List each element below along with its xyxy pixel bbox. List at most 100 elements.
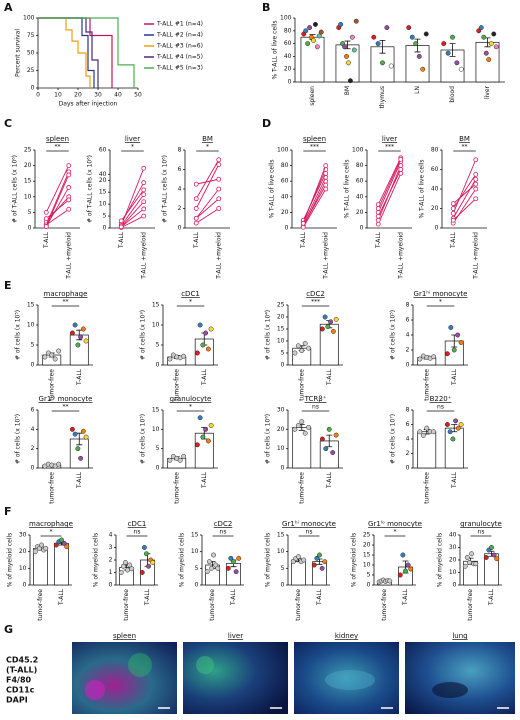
y-tick-label: 15 [277, 326, 285, 333]
data-point [317, 552, 322, 558]
pair-line [452, 188, 477, 224]
micrograph-images [72, 642, 515, 714]
data-point [193, 215, 199, 221]
data-point [205, 438, 211, 444]
y-tick-label: 100 [280, 15, 292, 22]
data-point [75, 342, 81, 348]
pair-line [45, 165, 70, 213]
data-point [323, 170, 329, 176]
significance-label: * [439, 299, 442, 306]
data-point [141, 199, 147, 205]
data-point [209, 565, 214, 571]
data-point [323, 446, 329, 452]
data-point [406, 25, 412, 31]
chart-title: spleen [46, 135, 69, 143]
data-point [43, 545, 49, 551]
y-tick-label: 15 [152, 302, 160, 309]
data-point [316, 33, 322, 39]
y-tick-label: 10 [24, 193, 32, 200]
x-tick-label: T-ALL [76, 368, 83, 386]
significance-label: * [189, 299, 192, 306]
data-point [311, 37, 316, 43]
x-tick-label: T-ALL [144, 588, 151, 606]
data-point [384, 25, 390, 31]
pair-line [45, 171, 70, 226]
y-tick-label: 25 [277, 302, 285, 309]
data-point [299, 419, 305, 425]
data-point [398, 167, 404, 172]
data-point [194, 350, 200, 356]
data-point [473, 186, 479, 192]
y-axis-label: # of cells (x 10⁴) [265, 310, 272, 360]
y-tick-label: 15 [24, 178, 32, 185]
y-tick-label: 40 [281, 193, 289, 200]
data-point [141, 165, 147, 171]
y-tick-label: 3 [109, 544, 113, 551]
significance-label: * [50, 529, 53, 536]
x-tick-label: T-ALL [193, 231, 200, 249]
pair-line [452, 183, 477, 204]
data-point [424, 425, 430, 431]
y-axis-label: # of cells (x 10⁵) [140, 414, 147, 464]
data-point [53, 542, 59, 548]
y-tick-label: 20 [449, 557, 457, 564]
data-point [66, 197, 72, 203]
y-tick-label: 10 [99, 201, 107, 208]
y-tick-label: 25 [363, 532, 371, 539]
data-point [307, 25, 313, 31]
data-point [300, 224, 306, 230]
y-tick-label: 60 [284, 40, 292, 47]
data-point [380, 60, 385, 66]
data-point [52, 356, 58, 362]
y-tick-label: 15 [99, 189, 107, 196]
data-point [330, 450, 336, 455]
survival-line [38, 17, 135, 88]
bar [417, 431, 437, 469]
pair-line [452, 198, 477, 221]
y-tick-label: 0 [281, 465, 285, 472]
data-point [462, 563, 468, 569]
x-tick-label: tumor-free [173, 472, 180, 504]
x-tick-label: tumor-free [48, 369, 55, 401]
y-tick-label: 10 [27, 322, 35, 329]
stain-legend: DAPI [6, 696, 28, 705]
y-tick-label: 0 [360, 225, 364, 232]
y-tick-label: 75 [27, 32, 35, 39]
y-tick-label: 4 [31, 426, 35, 433]
significance-label: * [189, 404, 192, 411]
data-point [488, 41, 494, 47]
y-tick-label: 40 [431, 186, 439, 193]
x-tick-label: T-ALL [488, 588, 495, 606]
y-tick-label: 100 [277, 147, 289, 154]
pair-line [452, 179, 477, 219]
pair-line [45, 208, 70, 226]
pair-line [120, 194, 145, 226]
data-point [141, 180, 147, 186]
y-tick-label: 10 [152, 322, 160, 329]
y-tick-label: 100 [23, 15, 35, 22]
y-tick-label: 20 [277, 314, 285, 321]
chart-title: BM [202, 135, 213, 143]
y-tick-label: 1 [109, 569, 113, 576]
data-point [167, 457, 173, 463]
data-point [464, 555, 470, 560]
y-axis-label: % of myeloid cells [351, 533, 358, 588]
data-point [483, 555, 489, 560]
x-tick-label: T-ALL [300, 231, 307, 249]
chart-title: Gr1ˡᵒ monocyte [39, 395, 93, 403]
data-point [476, 28, 482, 34]
y-axis-label: # of T-ALL cells (x 10⁶) [12, 155, 19, 223]
data-point [481, 34, 487, 40]
chart-title: B220⁺ [430, 395, 452, 403]
data-point [450, 210, 456, 216]
x-tick-label: T-ALL [326, 368, 333, 386]
y-axis-label: % of myeloid cells [265, 533, 272, 588]
data-point [193, 181, 199, 187]
y-axis-label: % of myeloid cells [437, 533, 444, 588]
x-tick-label: 20 [74, 92, 82, 99]
data-point [444, 351, 450, 357]
x-tick-label: tumor-free [173, 369, 180, 401]
stain-legend: F4/80 [6, 676, 32, 685]
data-point [318, 29, 324, 35]
y-tick-label: 5 [28, 209, 32, 216]
